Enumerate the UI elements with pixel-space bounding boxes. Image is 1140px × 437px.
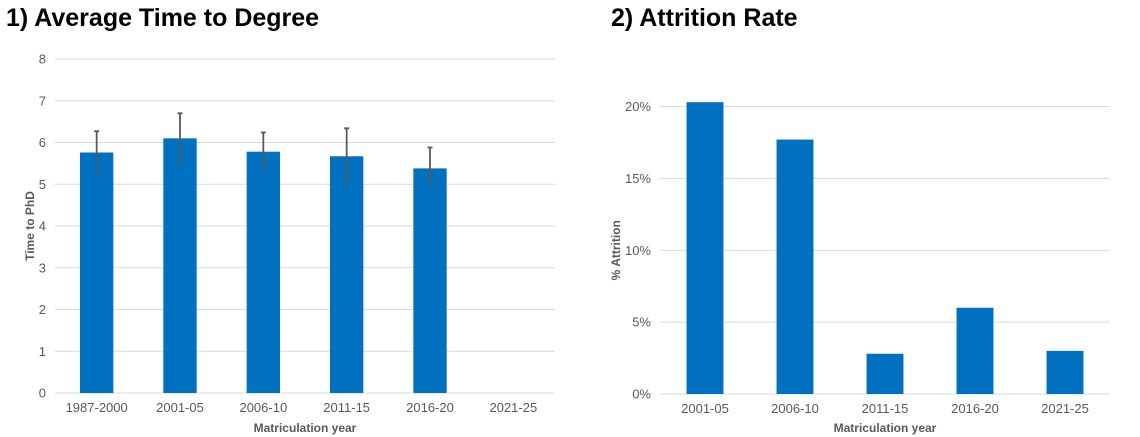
y-tick-label: 5 [39,177,46,192]
y-tick-label: 3 [39,260,46,275]
x-tick-label: 2006-10 [771,401,819,416]
x-axis-title: Matriculation year [834,421,937,435]
bar [866,353,904,394]
y-tick-label: 1 [39,344,46,359]
x-tick-label: 2021-25 [1041,401,1089,416]
bar [163,138,197,393]
x-tick-label: 1987-2000 [66,400,128,415]
y-tick-label: 10% [625,243,651,258]
x-tick-label: 2016-20 [951,401,999,416]
chart-1: 1) Average Time to Degree 0 1 2 3 4 5 6 7 8 1987-2… [6,4,555,435]
x-tick-label: 2001-05 [681,401,729,416]
bar [776,139,814,394]
x-tick-label: 2011-15 [862,401,909,416]
y-tick-label: 15% [625,171,651,186]
y-tick-label: 2 [39,302,46,317]
y-tick-label: 4 [39,219,46,234]
bar [686,102,724,394]
y-tick-label: 8 [39,52,46,67]
y-tick-label: 7 [39,93,46,108]
chart-title: 1) Average Time to Degree [6,4,319,32]
bar [246,151,280,393]
y-axis-title: % Attrition [609,220,623,280]
y-tick-label: 0 [39,386,46,401]
x-tick-label: 2001-05 [156,400,204,415]
x-axis-title: Matriculation year [254,421,357,435]
y-tick-label: 20% [625,99,651,114]
bar [413,168,447,393]
bar [1046,350,1084,394]
y-tick-label: 6 [39,135,46,150]
x-tick-label: 2016-20 [406,400,454,415]
x-tick-label: 2006-10 [239,400,287,415]
x-tick-label: 2011-15 [323,400,370,415]
bar [330,156,364,393]
x-tick-label: 2021-25 [489,400,537,415]
y-axis-title: Time to PhD [23,191,37,261]
bar [956,307,994,394]
chart-title: 2) Attrition Rate [611,4,798,32]
chart-2: 2) Attrition Rate 0% 5% 10% 15% 20% 2001-05 200… [609,4,1110,435]
y-tick-label: 0% [632,387,651,402]
y-tick-label: 5% [632,315,651,330]
bar [80,152,114,393]
